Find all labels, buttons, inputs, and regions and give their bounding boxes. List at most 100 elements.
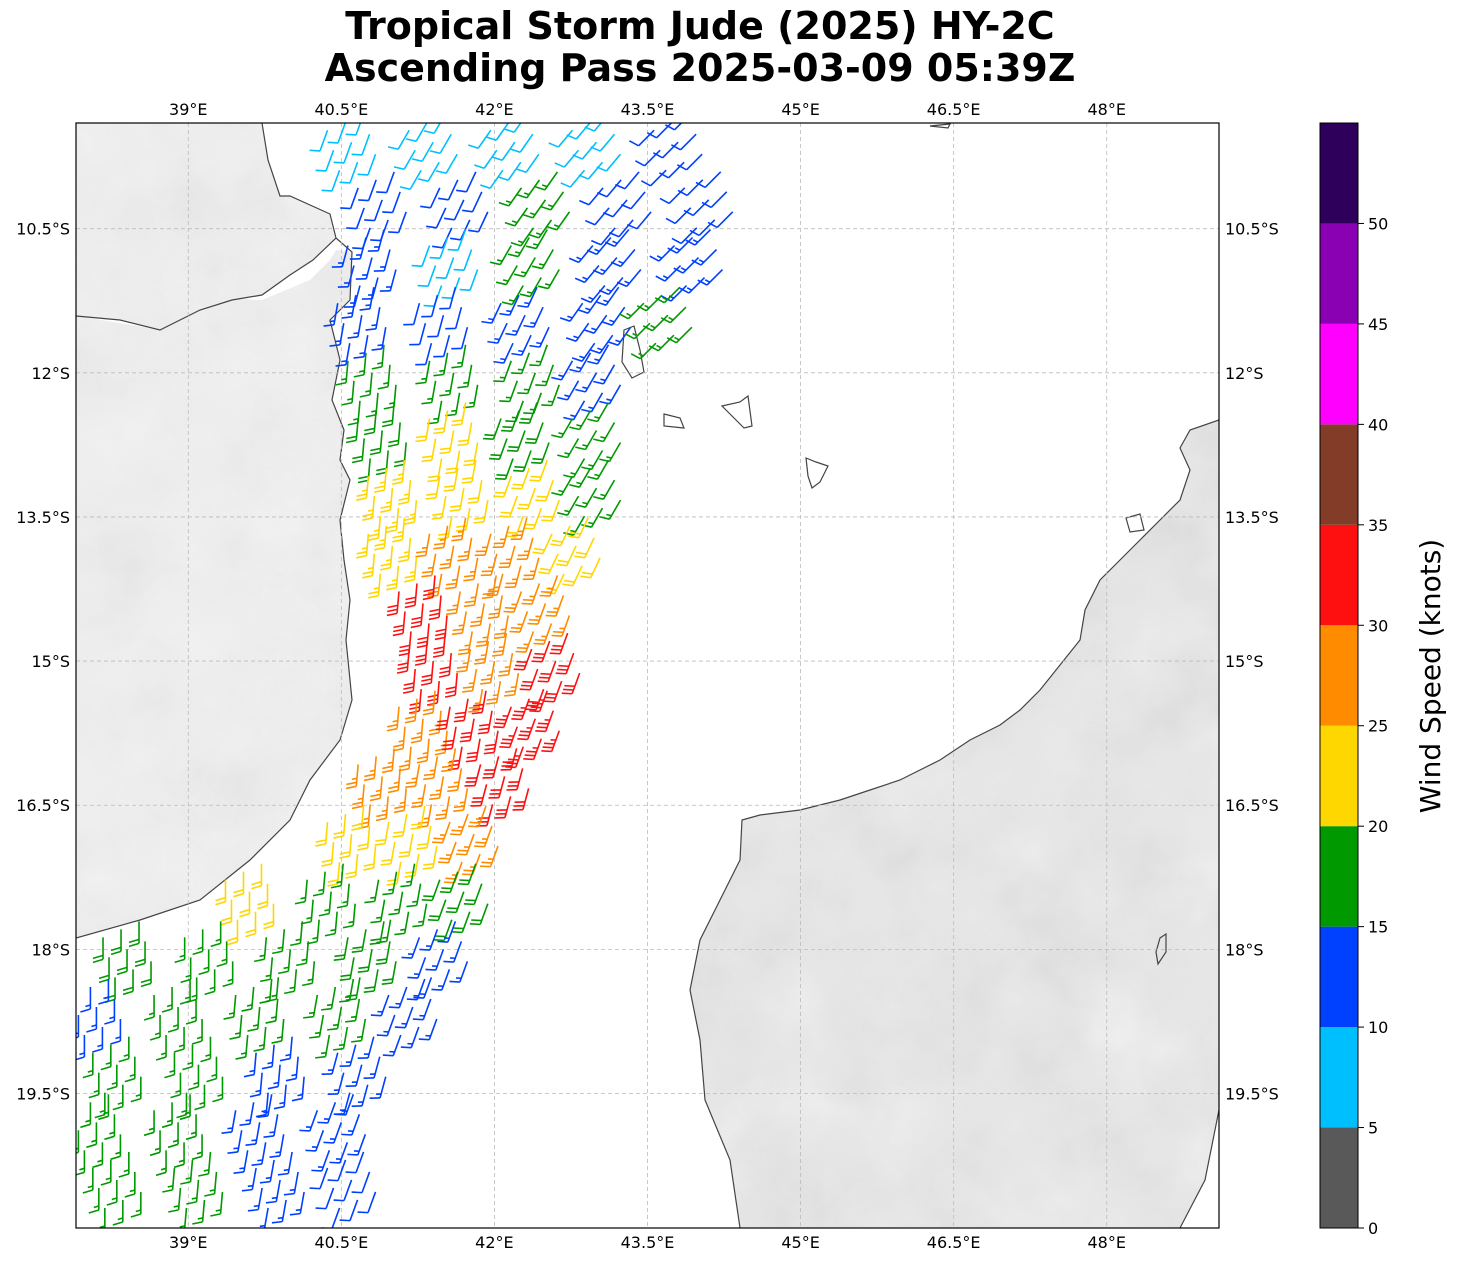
wind-barb: [551, 615, 571, 637]
wind-barb: [376, 171, 395, 194]
wind-barb: [357, 1191, 377, 1214]
wind-barb: [599, 499, 622, 520]
wind-barb: [513, 450, 532, 472]
wind-barb: [188, 1064, 200, 1091]
wind-barb: [327, 861, 341, 887]
wind-barb: [363, 969, 379, 994]
wind-barb: [587, 459, 610, 480]
wind-barb: [358, 179, 377, 202]
wind-barb: [351, 1171, 371, 1194]
wind-barb: [247, 1006, 261, 1032]
wind-barb: [161, 1102, 173, 1129]
wind-barb: [433, 410, 449, 435]
wind-barb: [609, 219, 634, 238]
wind-barb: [140, 961, 152, 988]
wind-barb: [695, 171, 722, 189]
wind-barb: [551, 418, 574, 439]
lon-tick-label-top: 39°E: [169, 100, 207, 119]
wind-barb: [260, 957, 274, 983]
wind-barb: [429, 237, 449, 259]
wind-barb: [277, 1151, 293, 1176]
colorbar-tick-label: 50: [1368, 214, 1388, 233]
wind-barb: [380, 545, 394, 571]
wind-barb: [134, 941, 146, 968]
wind-barb: [441, 726, 457, 751]
wind-barb: [311, 1150, 331, 1172]
wind-barb: [421, 380, 437, 405]
lon-tick-label-bottom: 43.5°E: [621, 1233, 675, 1252]
colorbar-bin: [1320, 625, 1358, 726]
wind-barb: [173, 1142, 185, 1169]
wind-barb: [535, 710, 554, 733]
wind-barb: [493, 360, 512, 383]
wind-barb: [459, 718, 475, 743]
wind-barb: [221, 1110, 237, 1134]
lat-tick-label-left: 19.5°S: [16, 1084, 70, 1103]
wind-barb: [483, 418, 502, 440]
wind-barb: [206, 1056, 218, 1083]
map-frame: [75, 122, 1220, 1229]
wind-barb: [380, 841, 396, 866]
wind-barb: [243, 1052, 257, 1078]
wind-barb: [94, 1092, 106, 1119]
wind-barb: [550, 525, 571, 547]
wind-barb: [273, 1084, 287, 1110]
wind-barb: [495, 458, 514, 480]
wind-barb: [106, 1179, 118, 1206]
wind-barb: [621, 191, 646, 210]
wind-barb: [143, 995, 155, 1021]
wind-barb: [404, 557, 418, 583]
wind-barb: [445, 591, 462, 616]
wind-barb: [363, 1056, 381, 1080]
wind-barb: [422, 845, 438, 870]
wind-barb: [369, 776, 383, 802]
wind-barb: [210, 921, 222, 948]
wind-barb: [511, 467, 530, 490]
wind-barb: [263, 903, 275, 930]
wind-barb: [392, 611, 406, 637]
wind-barb: [488, 776, 506, 799]
wind-barb: [404, 500, 418, 525]
wind-barb: [516, 179, 541, 199]
wind-barb: [82, 1052, 94, 1079]
wind-barb: [345, 764, 359, 790]
wind-barb: [444, 199, 465, 221]
wind-barb: [584, 123, 603, 132]
wind-barb: [363, 845, 377, 871]
wind-barb: [483, 730, 499, 755]
wind-barb: [179, 979, 191, 1005]
wind-barb: [179, 1207, 188, 1228]
wind-barb: [251, 863, 263, 890]
wind-barb: [463, 557, 479, 582]
wind-barb: [92, 1142, 104, 1169]
wind-barb: [429, 776, 445, 801]
wind-barb: [523, 738, 542, 761]
lat-tick-label-left: 15°S: [31, 652, 70, 671]
wind-barb: [418, 1018, 438, 1041]
wind-barb: [425, 475, 441, 500]
wind-barb: [351, 929, 367, 954]
wind-barb: [495, 265, 518, 286]
wind-barb: [628, 129, 655, 147]
wind-barb: [655, 264, 682, 282]
wind-barb: [279, 1036, 293, 1062]
wind-barb: [291, 1076, 305, 1102]
wind-barb: [245, 911, 257, 938]
wind-barb: [548, 129, 574, 148]
wind-barb: [221, 899, 233, 926]
wind-barb: [432, 633, 446, 658]
wind-barb: [359, 287, 375, 311]
wind-barb: [239, 1102, 255, 1126]
wind-barb: [399, 169, 422, 191]
wind-barb: [406, 978, 426, 1001]
wind-barb: [198, 949, 210, 976]
wind-barb: [517, 487, 536, 510]
wind-barb: [565, 322, 590, 342]
wind-barb: [168, 1187, 182, 1213]
wind-barb: [443, 467, 459, 492]
wind-barb: [487, 322, 508, 344]
wind-barb: [523, 507, 542, 530]
wind-barb: [415, 418, 431, 443]
wind-barb: [329, 1142, 349, 1164]
wind-barb: [451, 402, 467, 427]
